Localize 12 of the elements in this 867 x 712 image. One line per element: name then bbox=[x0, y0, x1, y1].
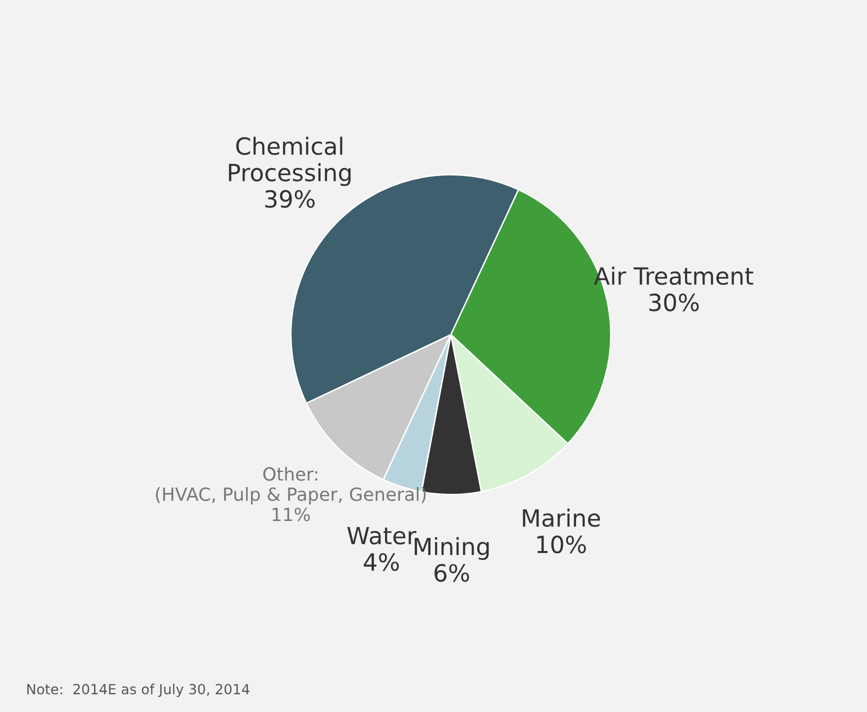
text: Note: 2014E as of July 30, 2014 bbox=[27, 684, 250, 698]
data-label: 4% bbox=[364, 553, 399, 571]
data-label: 39% bbox=[265, 190, 315, 208]
slice-label: Chemical Processing bbox=[228, 136, 351, 186]
data-label: 10% bbox=[537, 535, 586, 554]
data-label: 30% bbox=[649, 294, 699, 312]
data-label: 6% bbox=[434, 564, 470, 582]
data-label: 11% bbox=[272, 508, 310, 522]
slice-label: Marine bbox=[522, 508, 600, 527]
slice-label: Mining bbox=[414, 537, 489, 560]
slice-label: Other: (HVAC, Pulp & Paper, General) bbox=[156, 466, 426, 505]
slice-label: Water bbox=[347, 526, 416, 545]
